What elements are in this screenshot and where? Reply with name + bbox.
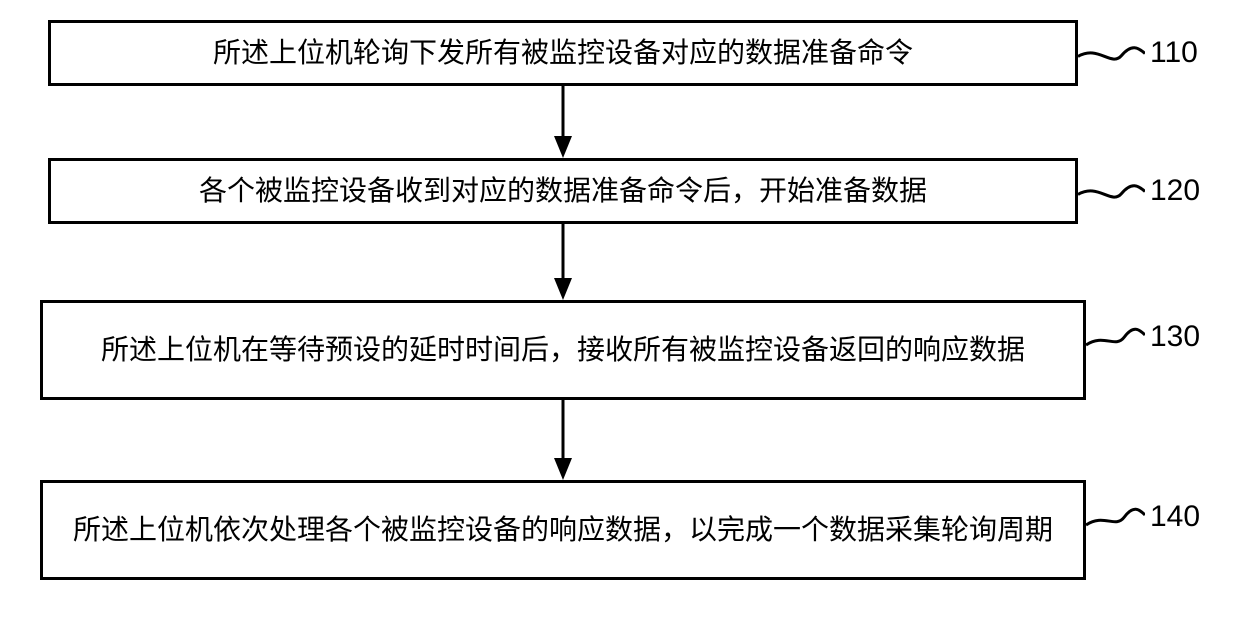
flow-arrow (548, 400, 578, 480)
flow-step-label-130: 130 (1150, 320, 1200, 354)
flow-step-text: 各个被监控设备收到对应的数据准备命令后，开始准备数据 (199, 173, 927, 209)
flow-step-label-110: 110 (1150, 36, 1198, 70)
label-connector (1086, 505, 1145, 535)
flow-step-step-140: 所述上位机依次处理各个被监控设备的响应数据，以完成一个数据采集轮询周期 (40, 480, 1086, 580)
flow-step-label-120: 120 (1150, 174, 1200, 208)
flow-arrow (548, 224, 578, 300)
flow-arrow (548, 86, 578, 158)
flow-step-label-140: 140 (1150, 500, 1200, 534)
label-connector (1078, 178, 1145, 208)
flow-step-text: 所述上位机在等待预设的延时时间后，接收所有被监控设备返回的响应数据 (101, 332, 1025, 368)
flowchart-canvas: 所述上位机轮询下发所有被监控设备对应的数据准备命令 110 各个被监控设备收到对应的… (0, 0, 1240, 625)
label-connector (1078, 40, 1145, 70)
flow-step-step-110: 所述上位机轮询下发所有被监控设备对应的数据准备命令 (48, 20, 1078, 86)
flow-step-step-130: 所述上位机在等待预设的延时时间后，接收所有被监控设备返回的响应数据 (40, 300, 1086, 400)
flow-step-text: 所述上位机轮询下发所有被监控设备对应的数据准备命令 (213, 35, 913, 71)
flow-step-step-120: 各个被监控设备收到对应的数据准备命令后，开始准备数据 (48, 158, 1078, 224)
label-connector (1086, 325, 1145, 355)
flow-step-text: 所述上位机依次处理各个被监控设备的响应数据，以完成一个数据采集轮询周期 (73, 512, 1053, 548)
